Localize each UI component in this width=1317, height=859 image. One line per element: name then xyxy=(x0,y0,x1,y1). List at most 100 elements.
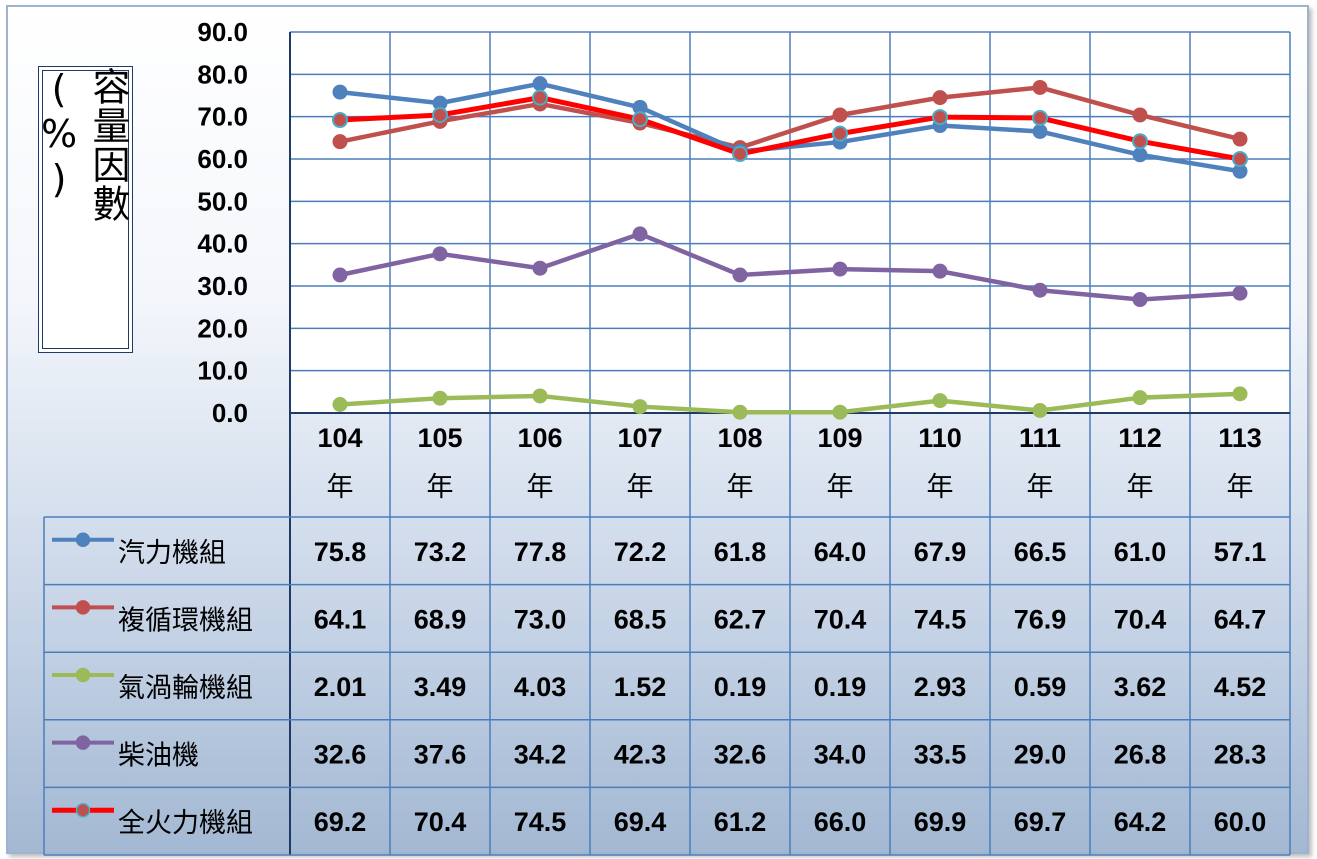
x-category-suffix: 年 xyxy=(1027,472,1054,503)
data-point xyxy=(1132,292,1148,308)
y-tick-label: 30.0 xyxy=(197,271,248,301)
data-point xyxy=(532,260,548,276)
data-point xyxy=(532,89,548,106)
table-cell-value: 73.2 xyxy=(414,537,467,567)
table-cell-value: 64.0 xyxy=(814,537,867,567)
table-cell-value: 77.8 xyxy=(514,537,567,567)
data-point xyxy=(832,261,848,277)
table-cell-value: 3.62 xyxy=(1114,672,1167,702)
x-category-label: 111 xyxy=(1019,423,1061,453)
y-axis-ticks: 0.0 10.0 20.0 30.0 40.0 50.0 60.0 70.0 80.0 90.0 xyxy=(197,17,248,428)
data-point xyxy=(332,267,348,283)
legend-entry: 複循環機組 xyxy=(118,605,253,636)
x-category-suffix: 年 xyxy=(327,472,354,503)
table-cell-value: 66.0 xyxy=(814,807,867,837)
table-cell-value: 2.93 xyxy=(914,672,967,702)
table-cell-value: 0.19 xyxy=(714,672,767,702)
legend-entry: 柴油機 xyxy=(118,741,199,772)
data-point xyxy=(332,112,348,129)
data-point xyxy=(1032,123,1048,139)
data-point xyxy=(432,390,448,406)
data-point xyxy=(1132,390,1148,406)
y-tick-label: 80.0 xyxy=(197,59,248,89)
data-point xyxy=(732,404,748,420)
y-tick-label: 20.0 xyxy=(197,313,248,343)
table-cell-value: 4.03 xyxy=(514,672,567,702)
data-point xyxy=(332,396,348,412)
table-cell-value: 70.4 xyxy=(814,604,867,634)
table-cell-value: 69.7 xyxy=(1014,807,1067,837)
table-cell-value: 64.1 xyxy=(314,604,367,634)
table-cell-value: 72.2 xyxy=(614,537,667,567)
x-category-label: 105 xyxy=(417,423,462,453)
table-cell-value: 75.8 xyxy=(314,537,367,567)
table-cell-value: 62.7 xyxy=(714,604,767,634)
data-point xyxy=(532,388,548,404)
data-point xyxy=(1132,147,1148,163)
legend-key-marker xyxy=(75,735,91,750)
table-cell-value: 61.8 xyxy=(714,537,767,567)
table-cell-value: 74.5 xyxy=(514,807,567,837)
y-tick-label: 90.0 xyxy=(197,17,248,47)
table-cell-value: 32.6 xyxy=(714,740,767,770)
table-cell-value: 32.6 xyxy=(314,740,367,770)
table-cell-value: 69.2 xyxy=(314,807,367,837)
data-point xyxy=(832,107,848,123)
data-point xyxy=(632,111,648,128)
data-point xyxy=(1232,285,1248,301)
x-category-label: 106 xyxy=(517,423,562,453)
y-tick-label: 70.0 xyxy=(197,102,248,132)
table-cell-value: 64.2 xyxy=(1114,807,1167,837)
data-point xyxy=(632,399,648,415)
data-point xyxy=(332,84,348,100)
legend-key-marker xyxy=(75,667,91,683)
y-tick-label: 10.0 xyxy=(197,356,248,386)
table-cell-value: 28.3 xyxy=(1214,740,1267,770)
table-cell-value: 0.59 xyxy=(1014,672,1067,702)
series-line xyxy=(339,95,1241,162)
y-axis-title: 容量因數(%) xyxy=(37,67,130,223)
table-cell-value: 76.9 xyxy=(1014,604,1067,634)
table-cell-value: 29.0 xyxy=(1014,740,1067,770)
data-point xyxy=(1032,79,1048,95)
table-cell-value: 61.0 xyxy=(1114,537,1167,567)
data-point xyxy=(732,267,748,283)
y-axis-title-box: 容量因數(%) xyxy=(37,66,133,353)
data-point xyxy=(1032,109,1048,126)
legend-entry: 氣渦輪機組 xyxy=(118,673,253,704)
data-point xyxy=(1132,107,1148,123)
table-cell-value: 61.2 xyxy=(714,807,767,837)
table-cell-value: 74.5 xyxy=(914,604,967,634)
table-cell-value: 34.0 xyxy=(814,740,867,770)
data-point xyxy=(932,263,948,279)
data-point xyxy=(1232,151,1248,167)
table-cell-value: 42.3 xyxy=(614,740,667,770)
x-category-label: 107 xyxy=(617,423,662,453)
table-cell-value: 70.4 xyxy=(1114,604,1167,634)
x-category-suffix: 年 xyxy=(1227,472,1254,503)
table-cell-value: 57.1 xyxy=(1214,537,1267,567)
x-category-suffix: 年 xyxy=(427,472,454,503)
legend-key-marker xyxy=(75,532,91,548)
table-cell-value: 73.0 xyxy=(514,604,567,634)
table-cell-value: 68.5 xyxy=(614,604,667,634)
table-cell-value: 2.01 xyxy=(314,672,367,702)
data-point xyxy=(632,226,648,242)
table-cell-value: 69.4 xyxy=(614,807,667,837)
y-tick-label: 60.0 xyxy=(197,144,248,174)
legend-key-marker xyxy=(75,802,91,818)
x-category-suffix: 年 xyxy=(627,472,654,503)
y-tick-label: 40.0 xyxy=(197,229,248,259)
table-cell-value: 60.0 xyxy=(1214,807,1267,837)
data-point xyxy=(532,76,548,92)
table-cell-value: 68.9 xyxy=(414,604,467,634)
data-point xyxy=(932,90,948,106)
y-tick-label: 0.0 xyxy=(212,398,248,428)
series-line xyxy=(339,85,1241,150)
legend-key-marker xyxy=(75,600,91,615)
x-category-label: 104 xyxy=(317,423,362,453)
x-category-suffix: 年 xyxy=(827,472,854,503)
data-point xyxy=(832,125,848,142)
series-line xyxy=(339,81,1241,174)
x-category-label: 109 xyxy=(817,423,862,453)
